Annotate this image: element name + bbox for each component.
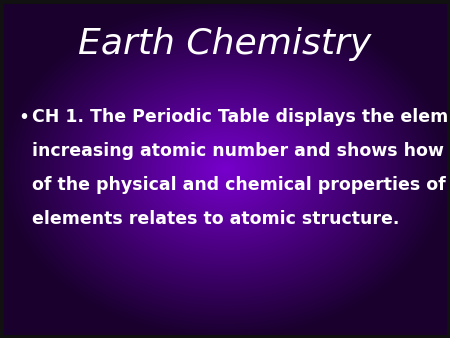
Text: of the physical and chemical properties of the: of the physical and chemical properties … — [32, 176, 450, 194]
Text: •: • — [18, 108, 29, 127]
Text: CH 1. The Periodic Table displays the elements in: CH 1. The Periodic Table displays the el… — [32, 108, 450, 126]
Text: elements relates to atomic structure.: elements relates to atomic structure. — [32, 210, 399, 227]
Text: Earth Chemistry: Earth Chemistry — [78, 27, 372, 61]
Text: increasing atomic number and shows how periodicity: increasing atomic number and shows how p… — [32, 142, 450, 160]
